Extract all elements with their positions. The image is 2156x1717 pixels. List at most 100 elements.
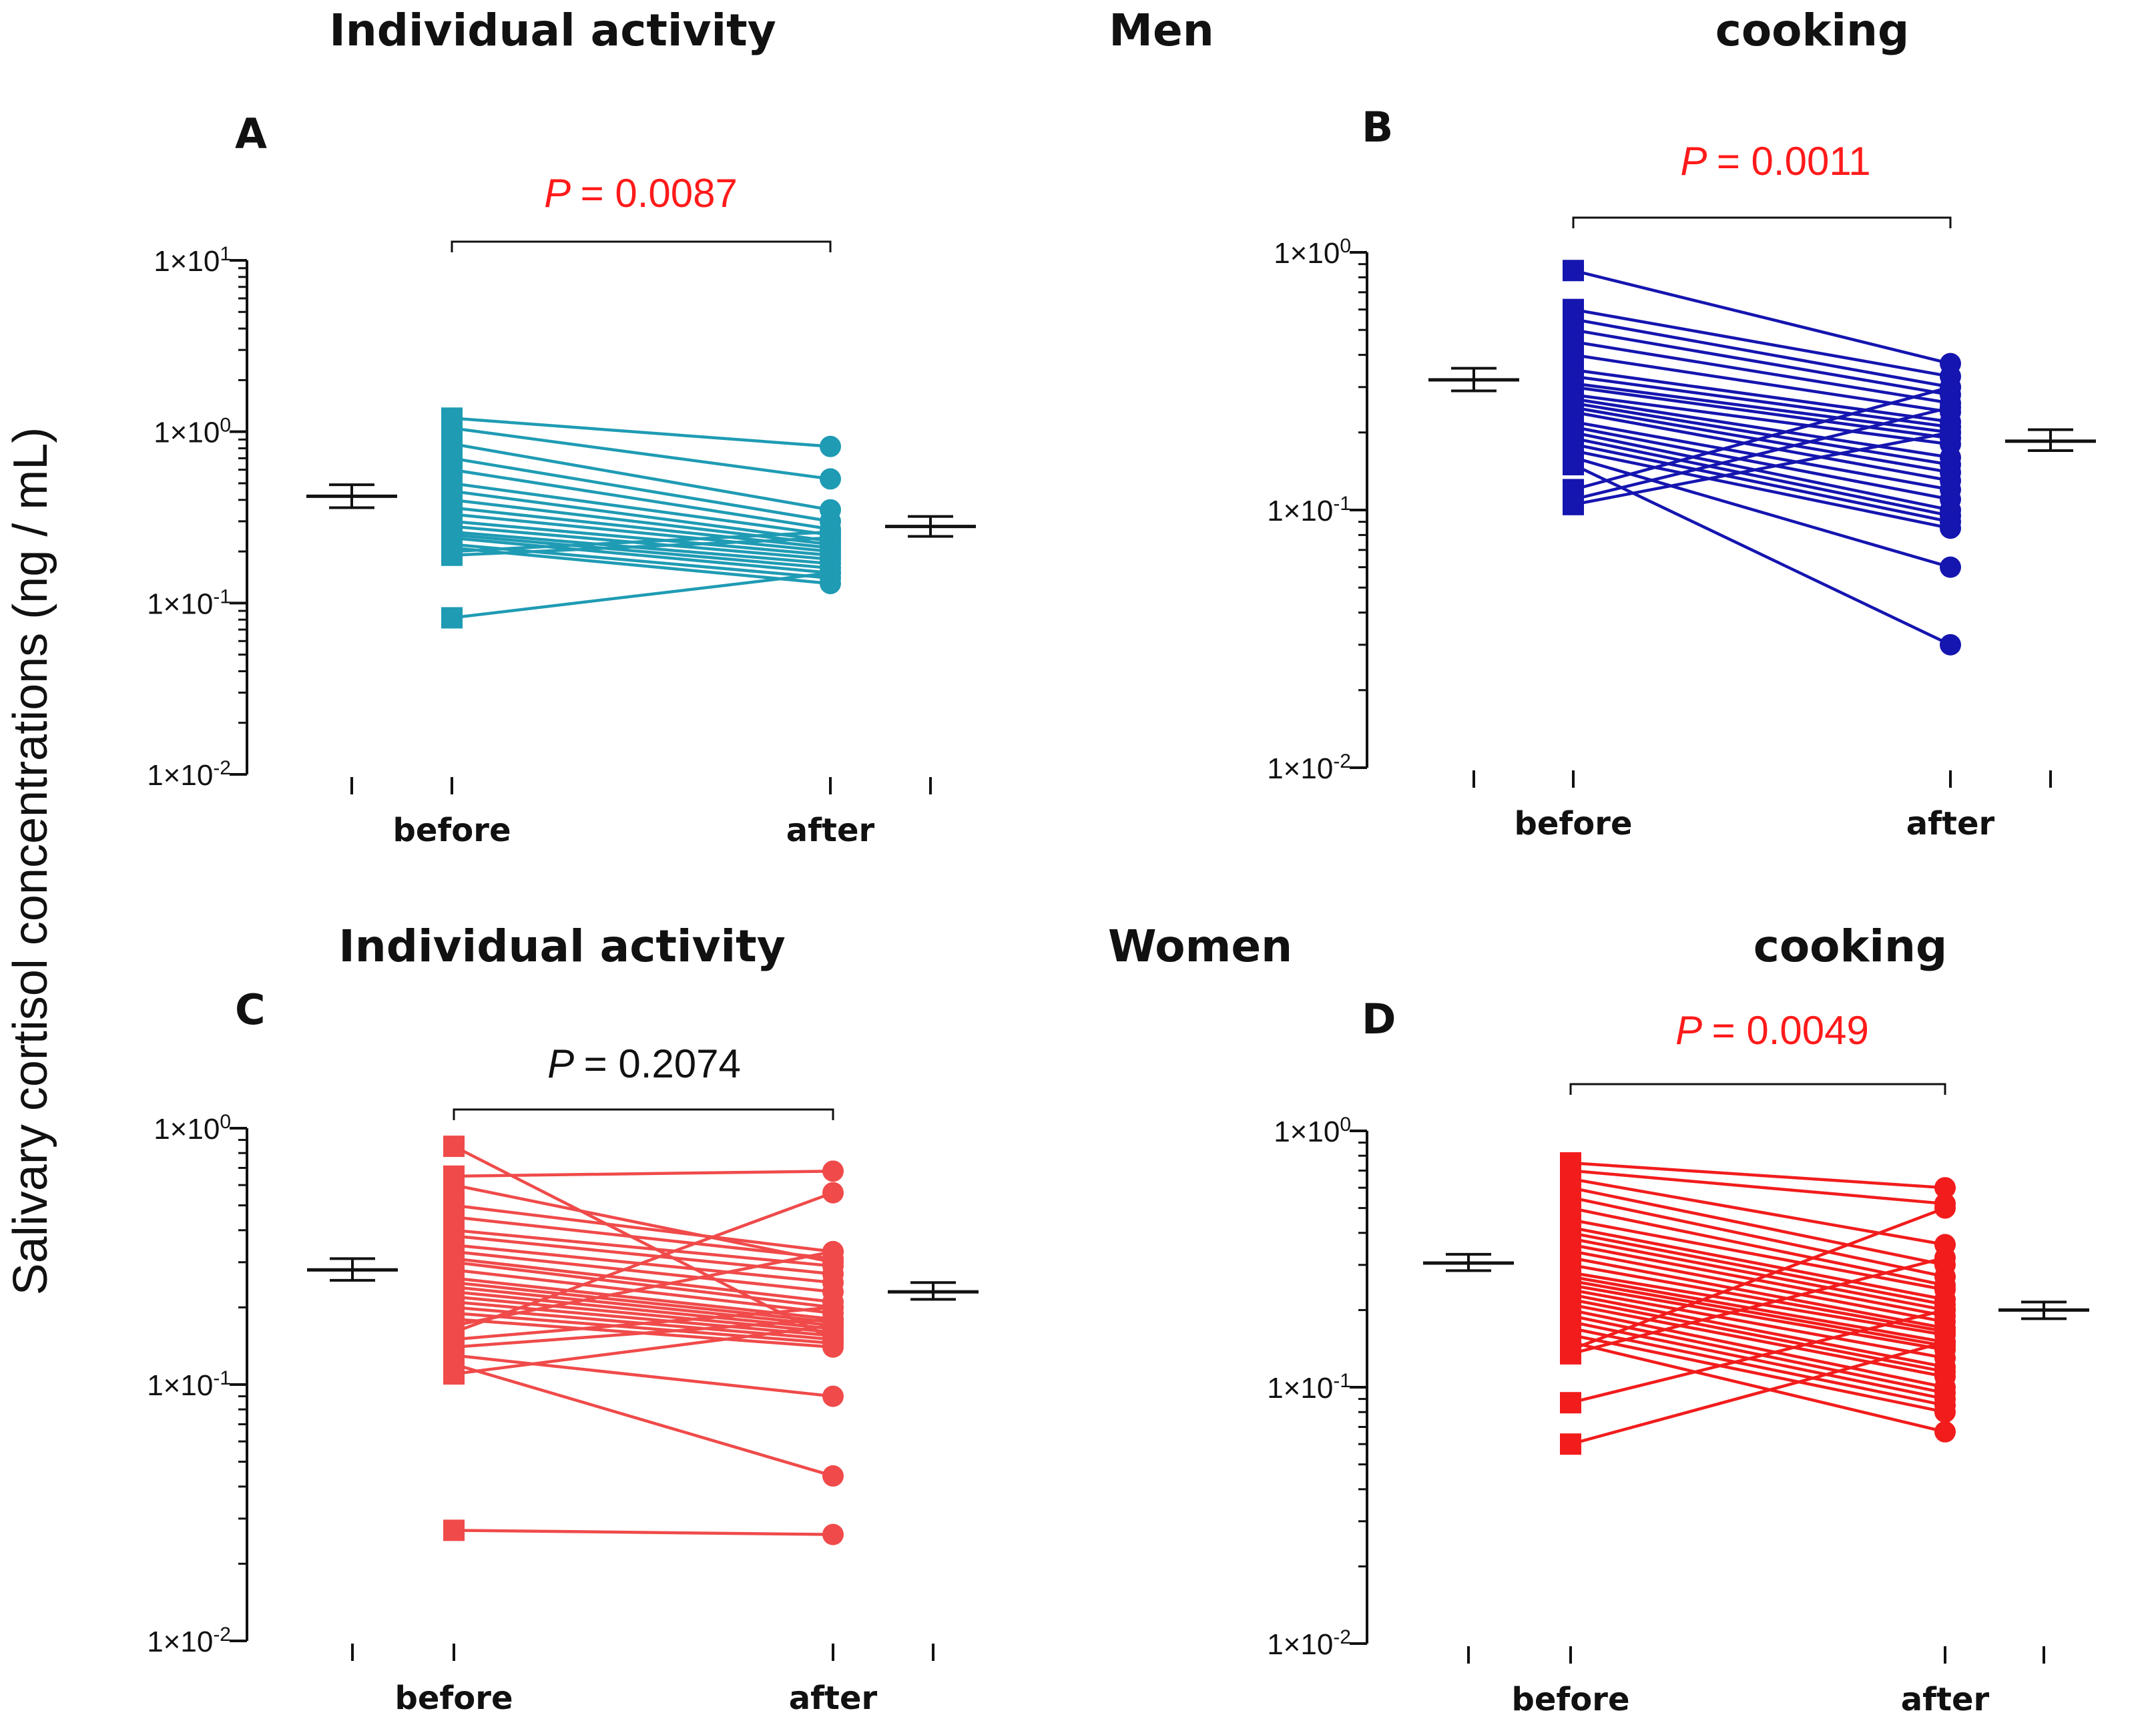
header-men: Men <box>1109 5 1214 56</box>
pair-line <box>1570 1288 1946 1360</box>
panel-b: B 1×10-2 1×10-1 1×100 before after P = 0.0011 <box>1267 103 2096 842</box>
pair-line <box>1573 328 1951 397</box>
pair-line <box>1573 385 1951 491</box>
before-point <box>1563 493 1584 515</box>
after-point <box>1940 634 1961 656</box>
pair-line <box>1573 340 1951 405</box>
pair-line <box>1570 1263 1946 1333</box>
pair-line <box>453 1191 834 1334</box>
after-point <box>822 1240 844 1262</box>
pair-line <box>1570 1256 1946 1356</box>
x-category-before: before <box>395 1680 513 1717</box>
pair-line <box>451 481 831 537</box>
after-point <box>1940 556 1961 578</box>
pair-line <box>1570 1161 1946 1190</box>
before-mean-sem <box>307 1257 398 1282</box>
significance-bracket <box>451 240 832 252</box>
pair-line <box>1570 1237 1946 1312</box>
after-point <box>822 1160 844 1182</box>
after-point <box>1934 1247 1956 1269</box>
x-category-after: after <box>789 1680 878 1717</box>
y-tick-label: 1×10-1 <box>147 585 231 620</box>
pair-line <box>1570 1186 1946 1266</box>
y-tick-label: 1×10-1 <box>1267 493 1351 527</box>
pair-line <box>1570 1340 1946 1433</box>
x-category-after: after <box>786 812 875 849</box>
before-point <box>1560 1392 1581 1414</box>
panel-a: A 1×10-2 1×10-1 1×100 1×101 before after P = 0.… <box>147 109 976 849</box>
pair-line <box>453 1170 834 1178</box>
pair-line <box>1573 385 1951 440</box>
before-point <box>441 607 463 629</box>
after-point <box>822 1314 844 1336</box>
pair-line <box>453 1324 834 1376</box>
pair-line <box>1570 1218 1946 1292</box>
pair-line <box>1573 443 1951 523</box>
header-women-individual-activity: Individual activity <box>338 921 785 972</box>
pair-line <box>453 1363 834 1478</box>
pair-line <box>1573 437 1951 517</box>
x-category-after: after <box>1906 805 1995 842</box>
panel-letter: C <box>235 985 266 1034</box>
pair-line <box>453 1260 834 1309</box>
pair-line <box>453 1285 834 1327</box>
pair-line <box>453 1228 834 1268</box>
after-point <box>1934 1177 1956 1199</box>
paired-lines <box>1573 269 1951 646</box>
pair-line <box>1573 449 1951 530</box>
pair-line <box>1570 1340 1946 1446</box>
after-point <box>820 468 841 490</box>
pair-line <box>451 442 831 511</box>
pair-line <box>451 498 831 546</box>
y-tick-label: 1×100 <box>154 1111 231 1146</box>
pair-line <box>453 1295 834 1334</box>
before-markers <box>443 1136 465 1541</box>
after-point <box>1940 397 1961 419</box>
after-point <box>1940 376 1961 398</box>
pair-line <box>453 1317 834 1349</box>
y-tick-label: 1×100 <box>1274 235 1351 270</box>
before-mean-sem <box>1423 1252 1514 1272</box>
after-point <box>820 527 841 549</box>
x-category-before: before <box>1512 1681 1630 1717</box>
pair-line <box>451 536 831 575</box>
pair-line <box>453 1250 834 1327</box>
y-axis-label: Salivary cortisol concentrations (ng / m… <box>4 427 57 1296</box>
y-tick-label: 1×10-1 <box>1267 1370 1351 1405</box>
pair-line <box>1573 456 1951 569</box>
pair-line <box>1573 411 1951 483</box>
pair-line <box>1570 1169 1946 1206</box>
after-mean-sem <box>885 515 976 538</box>
after-point <box>1934 1331 1956 1353</box>
paired-lines <box>453 1145 834 1536</box>
pair-line <box>453 1234 834 1276</box>
significance-bracket <box>1569 1083 1946 1095</box>
pair-line <box>1573 406 1951 474</box>
pair-line <box>1573 375 1951 429</box>
pair-line <box>1570 1326 1946 1407</box>
pair-line <box>453 1529 834 1536</box>
pair-line <box>1573 431 1951 512</box>
significance-bracket <box>453 1108 834 1120</box>
after-point <box>1940 421 1961 443</box>
pair-line <box>1573 397 1951 459</box>
pair-line <box>451 468 831 531</box>
header-women: Women <box>1108 921 1292 972</box>
before-markers <box>1560 1152 1581 1455</box>
pair-line <box>1573 431 1951 507</box>
pair-line <box>1573 368 1951 424</box>
pair-line <box>1570 1320 1946 1401</box>
pair-line <box>1573 463 1951 646</box>
paired-lines <box>1570 1161 1946 1446</box>
after-point <box>1934 1197 1956 1219</box>
y-tick-label: 1×10-2 <box>147 757 231 792</box>
pair-line <box>1570 1231 1946 1306</box>
pair-line <box>451 457 831 523</box>
panel-letter: A <box>235 109 267 158</box>
pair-line <box>1570 1308 1946 1405</box>
before-mean-sem <box>306 483 397 509</box>
paired-lines <box>451 417 831 620</box>
before-point <box>1560 1433 1581 1455</box>
pair-line <box>1573 308 1951 379</box>
